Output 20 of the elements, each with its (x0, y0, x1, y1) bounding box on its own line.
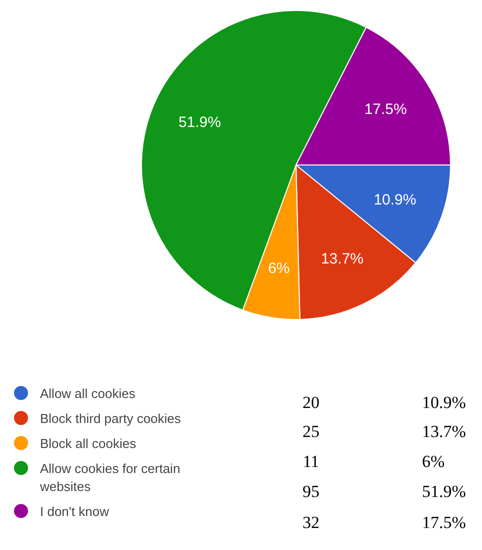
legend-label: Allow all cookies (40, 385, 136, 403)
text: 20 (302, 393, 320, 413)
text: 10.9% (422, 393, 466, 412)
legend-label: Allow cookies for certain websites (40, 460, 182, 496)
text: 13.7% (422, 422, 466, 441)
data-label: 10.9% (374, 191, 416, 208)
data-label: 17.5% (364, 101, 407, 118)
data-label: 13.7% (320, 250, 364, 268)
data-label: 6% (268, 260, 290, 277)
text: 32 (302, 513, 320, 533)
text: 51.9% (422, 482, 466, 501)
text: 25 (302, 422, 320, 442)
legend-label: I don't know (40, 503, 110, 521)
legend-label: Block third party cookies (40, 410, 182, 428)
text: 11 (302, 452, 320, 472)
text: 17.5% (422, 513, 466, 532)
legend-label: Block all cookies (40, 435, 138, 453)
data-label: 51.9% (178, 114, 221, 132)
text: 95 (302, 482, 320, 502)
text: 6% (422, 452, 445, 471)
